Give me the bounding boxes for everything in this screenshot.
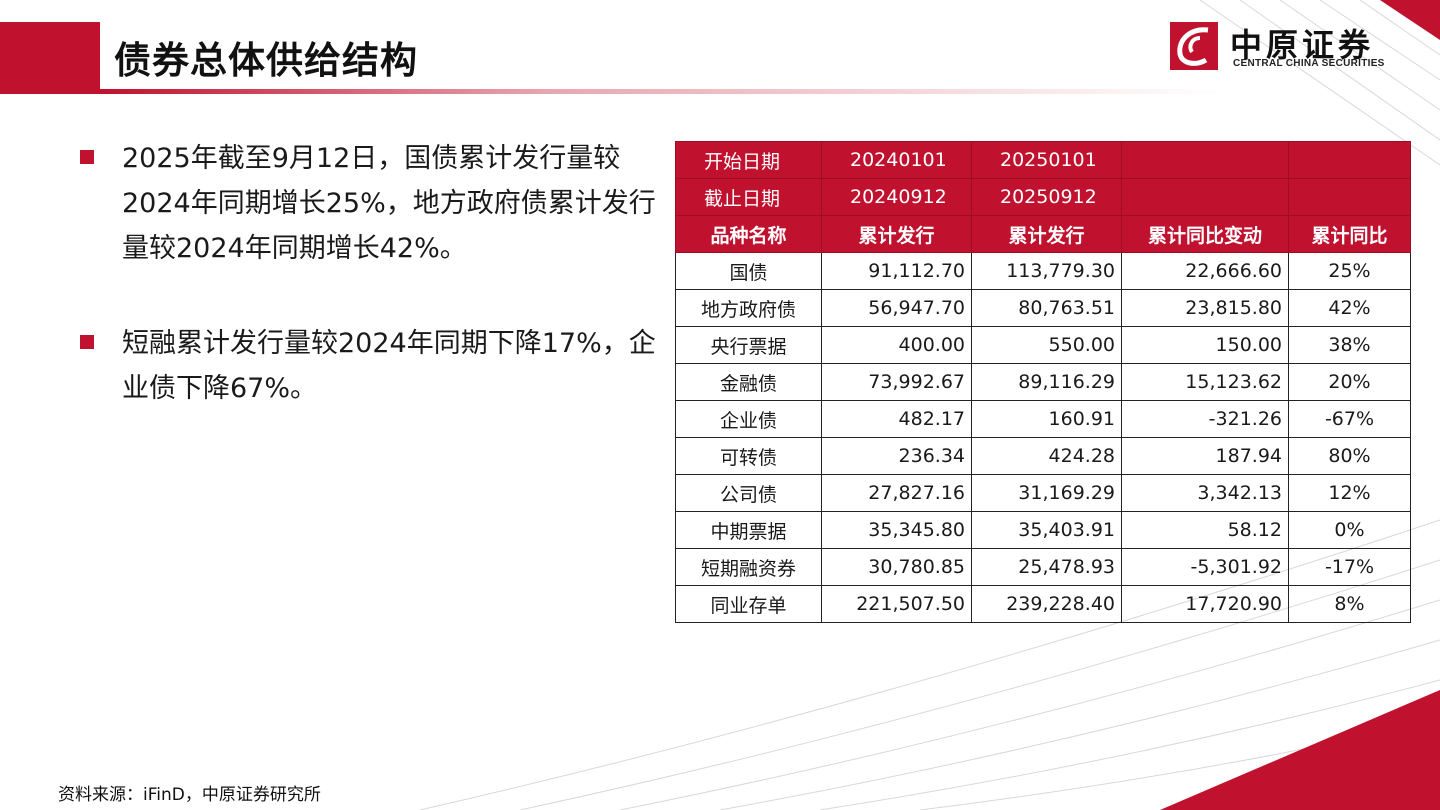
issuance-2025: 160.91: [971, 400, 1122, 438]
yoy-change: 58.12: [1121, 511, 1289, 549]
bond-supply-table: 开始日期 20240101 20250101 截止日期 20240912 202…: [675, 141, 1411, 623]
table-row: 中期票据 35,345.80 35,403.91 58.12 0%: [675, 511, 1411, 549]
bond-type: 中期票据: [675, 511, 822, 549]
yoy-change: -321.26: [1121, 400, 1289, 438]
end-date-row: 截止日期 20240912 20250912: [675, 178, 1411, 216]
end-date-2025: 20250912: [971, 178, 1122, 216]
issuance-2024: 400.00: [821, 326, 972, 364]
bullet-text: 2025年截至9月12日，国债累计发行量较2024年同期增长25%，地方政府债累…: [122, 143, 656, 264]
issuance-2025: 113,779.30: [971, 252, 1122, 290]
start-date-2025: 20250101: [971, 141, 1122, 179]
issuance-2025: 550.00: [971, 326, 1122, 364]
table-row: 企业债 482.17 160.91 -321.26 -67%: [675, 400, 1411, 438]
bullet-item: 短融累计发行量较2024年同期下降17%，企业债下降67%。: [78, 321, 658, 411]
logo-text-en: CENTRAL CHINA SECURITIES: [1233, 58, 1385, 69]
table-row: 可转债 236.34 424.28 187.94 80%: [675, 437, 1411, 475]
yoy-change: 3,342.13: [1121, 474, 1289, 512]
yoy-change: 17,720.90: [1121, 585, 1289, 623]
yoy-pct: 38%: [1288, 326, 1411, 364]
bond-type: 金融债: [675, 363, 822, 401]
start-date-2024: 20240101: [821, 141, 972, 179]
issuance-2024: 56,947.70: [821, 289, 972, 327]
yoy-pct: 42%: [1288, 289, 1411, 327]
yoy-pct: 12%: [1288, 474, 1411, 512]
issuance-2025: 25,478.93: [971, 548, 1122, 586]
bond-type: 公司债: [675, 474, 822, 512]
bullet-item: 2025年截至9月12日，国债累计发行量较2024年同期增长25%，地方政府债累…: [78, 136, 658, 271]
logo-mark-icon: [1170, 22, 1218, 70]
end-date-2024: 20240912: [821, 178, 972, 216]
yoy-pct: 80%: [1288, 437, 1411, 475]
issuance-2024: 221,507.50: [821, 585, 972, 623]
bond-type: 地方政府债: [675, 289, 822, 327]
title-accent-bar: [0, 22, 100, 94]
empty-cell: [1121, 141, 1289, 179]
company-logo: 中原证券 CENTRAL CHINA SECURITIES: [1170, 22, 1410, 72]
yoy-change: 22,666.60: [1121, 252, 1289, 290]
column-header-row: 品种名称 累计发行 累计发行 累计同比变动 累计同比: [675, 215, 1411, 253]
empty-cell: [1288, 141, 1411, 179]
yoy-pct: -67%: [1288, 400, 1411, 438]
yoy-change: 187.94: [1121, 437, 1289, 475]
table-row: 央行票据 400.00 550.00 150.00 38%: [675, 326, 1411, 364]
start-date-label: 开始日期: [675, 141, 822, 179]
table-row: 公司债 27,827.16 31,169.29 3,342.13 12%: [675, 474, 1411, 512]
issuance-2024: 35,345.80: [821, 511, 972, 549]
issuance-2025: 239,228.40: [971, 585, 1122, 623]
bond-type: 短期融资券: [675, 548, 822, 586]
end-date-label: 截止日期: [675, 178, 822, 216]
issuance-2025: 35,403.91: [971, 511, 1122, 549]
issuance-2025: 80,763.51: [971, 289, 1122, 327]
issuance-2024: 73,992.67: [821, 363, 972, 401]
yoy-pct: 20%: [1288, 363, 1411, 401]
table-row: 同业存单 221,507.50 239,228.40 17,720.90 8%: [675, 585, 1411, 623]
issuance-2024: 482.17: [821, 400, 972, 438]
bond-type: 国债: [675, 252, 822, 290]
bond-type: 同业存单: [675, 585, 822, 623]
bullet-text: 短融累计发行量较2024年同期下降17%，企业债下降67%。: [122, 328, 656, 404]
yoy-change: 15,123.62: [1121, 363, 1289, 401]
table-row: 地方政府债 56,947.70 80,763.51 23,815.80 42%: [675, 289, 1411, 327]
issuance-2024: 91,112.70: [821, 252, 972, 290]
issuance-2025: 89,116.29: [971, 363, 1122, 401]
bond-type: 央行票据: [675, 326, 822, 364]
column-header: 累计发行: [971, 215, 1122, 253]
start-date-row: 开始日期 20240101 20250101: [675, 141, 1411, 179]
yoy-pct: 0%: [1288, 511, 1411, 549]
table-row: 金融债 73,992.67 89,116.29 15,123.62 20%: [675, 363, 1411, 401]
empty-cell: [1288, 178, 1411, 216]
empty-cell: [1121, 178, 1289, 216]
source-note: 资料来源：iFinD，中原证券研究所: [58, 785, 321, 805]
column-header: 累计同比变动: [1121, 215, 1289, 253]
issuance-2024: 27,827.16: [821, 474, 972, 512]
issuance-2025: 424.28: [971, 437, 1122, 475]
bullet-list: 2025年截至9月12日，国债累计发行量较2024年同期增长25%，地方政府债累…: [78, 136, 658, 461]
table-row: 短期融资券 30,780.85 25,478.93 -5,301.92 -17%: [675, 548, 1411, 586]
page-title: 债券总体供给结构: [114, 39, 418, 82]
bullet-square-icon: [80, 150, 94, 164]
column-header: 累计同比: [1288, 215, 1411, 253]
table-row: 国债 91,112.70 113,779.30 22,666.60 25%: [675, 252, 1411, 290]
issuance-2024: 236.34: [821, 437, 972, 475]
yoy-change: 23,815.80: [1121, 289, 1289, 327]
yoy-pct: 8%: [1288, 585, 1411, 623]
yoy-pct: 25%: [1288, 252, 1411, 290]
issuance-2024: 30,780.85: [821, 548, 972, 586]
title-underline: [100, 89, 1220, 94]
column-header: 品种名称: [675, 215, 822, 253]
issuance-2025: 31,169.29: [971, 474, 1122, 512]
yoy-change: 150.00: [1121, 326, 1289, 364]
logo-text-cn: 中原证券: [1230, 26, 1375, 64]
yoy-pct: -17%: [1288, 548, 1411, 586]
yoy-change: -5,301.92: [1121, 548, 1289, 586]
bond-type: 可转债: [675, 437, 822, 475]
bullet-square-icon: [80, 335, 94, 349]
bond-type: 企业债: [675, 400, 822, 438]
column-header: 累计发行: [821, 215, 972, 253]
